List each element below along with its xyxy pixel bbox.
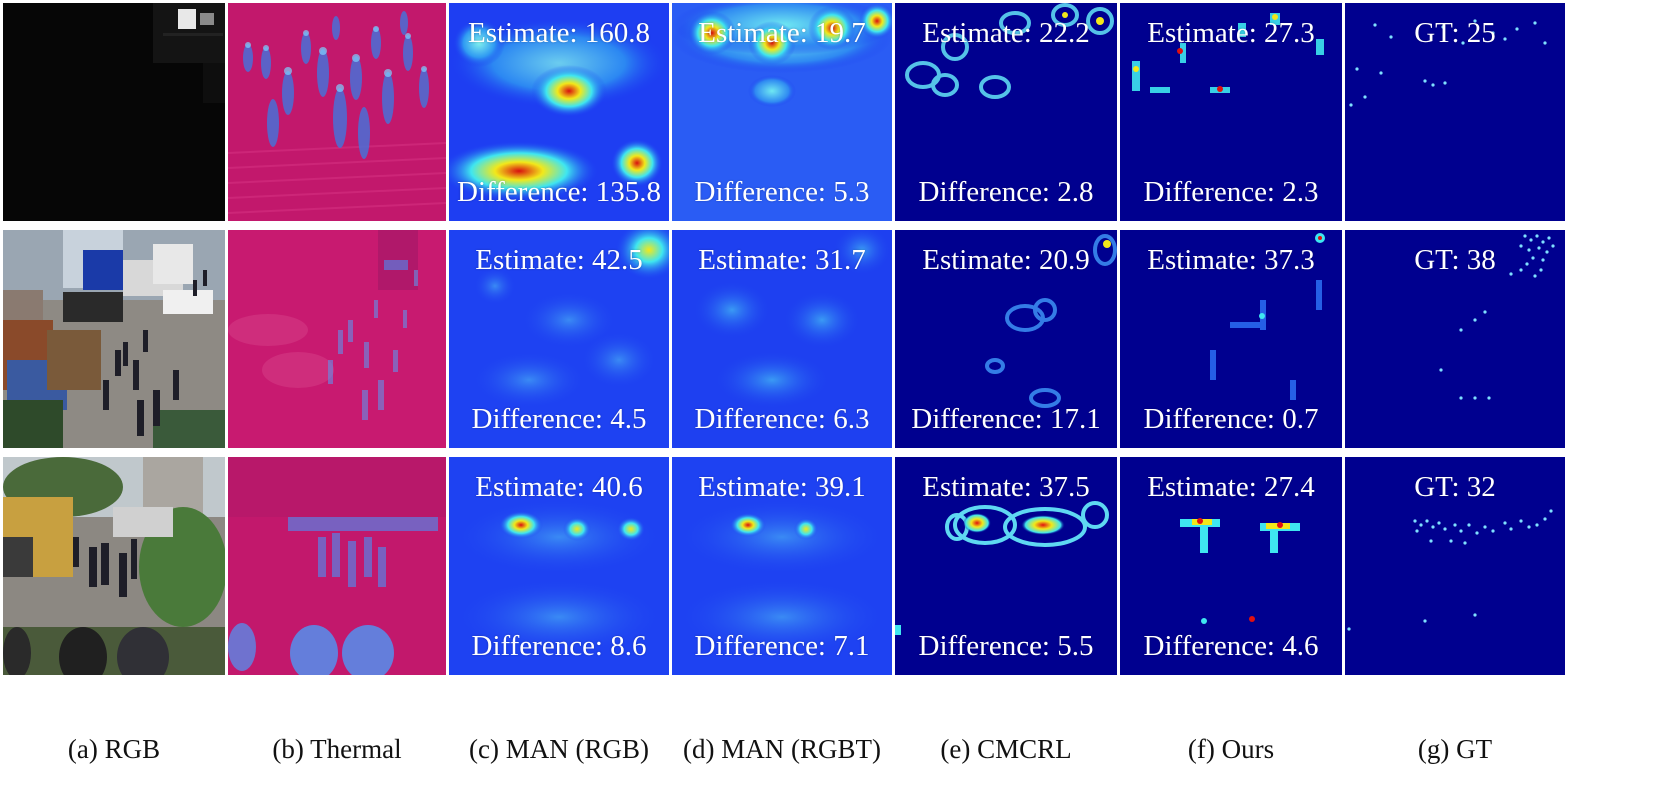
thermal-image-row1	[228, 3, 446, 221]
caption-rgb: (a) RGB	[67, 734, 161, 764]
difference-label: Difference: 4.6	[1143, 630, 1319, 662]
estimate-label: Estimate: 19.7	[698, 17, 866, 49]
man-rgb-map-row2: Estimate: 42.5 Difference: 4.5	[449, 230, 669, 448]
estimate-label: Estimate: 27.3	[1147, 17, 1315, 49]
difference-label: Difference: 5.5	[918, 630, 1094, 662]
estimate-label: Estimate: 42.5	[475, 244, 643, 276]
gt-map-row1: GT: 25	[1345, 3, 1565, 221]
estimate-label: Estimate: 37.3	[1147, 244, 1315, 276]
estimate-label: Estimate: 20.9	[922, 244, 1090, 276]
man-rgb-map-row3: Estimate: 40.6 Difference: 8.6	[449, 457, 669, 675]
ours-map-row1: Estimate: 27.3 Difference: 2.3	[1120, 3, 1342, 221]
caption-thermal: (b) Thermal	[272, 734, 402, 764]
caption-man-rgbt: (d) MAN (RGBT)	[683, 734, 881, 764]
estimate-label: Estimate: 37.5	[922, 471, 1090, 503]
caption-cmcrl: (e) CMCRL	[940, 734, 1072, 764]
difference-label: Difference: 8.6	[471, 630, 647, 662]
thermal-image-row3	[228, 457, 446, 675]
estimate-label: Estimate: 22.2	[922, 17, 1090, 49]
man-rgb-map-row1: Estimate: 160.8 Difference: 135.8	[449, 3, 669, 221]
ours-map-row2: Estimate: 37.3 Difference: 0.7	[1120, 230, 1342, 448]
thermal-image-row2	[228, 230, 446, 448]
gt-map-row2: GT: 38	[1345, 230, 1565, 448]
estimate-label: Estimate: 31.7	[698, 244, 866, 276]
difference-label: Difference: 4.5	[471, 403, 647, 435]
gt-count-label: GT: 38	[1414, 244, 1496, 276]
difference-label: Difference: 135.8	[457, 176, 661, 208]
difference-label: Difference: 2.3	[1143, 176, 1319, 208]
difference-label: Difference: 5.3	[694, 176, 870, 208]
man-rgbt-map-row2: Estimate: 31.7 Difference: 6.3	[672, 230, 892, 448]
difference-label: Difference: 7.1	[694, 630, 870, 662]
difference-label: Difference: 6.3	[694, 403, 870, 435]
caption-man-rgb: (c) MAN (RGB)	[469, 734, 649, 764]
difference-label: Difference: 17.1	[911, 403, 1101, 435]
estimate-label: Estimate: 27.4	[1147, 471, 1315, 503]
caption-ours: (f) Ours	[1187, 734, 1275, 764]
ours-map-row3: Estimate: 27.4 Difference: 4.6	[1120, 457, 1342, 675]
gt-map-row3: GT: 32	[1345, 457, 1565, 675]
man-rgbt-map-row1: Estimate: 19.7 Difference: 5.3	[672, 3, 892, 221]
gt-count-label: GT: 25	[1414, 17, 1496, 49]
estimate-label: Estimate: 160.8	[467, 17, 651, 49]
gt-count-label: GT: 32	[1414, 471, 1496, 503]
rgb-image-row3	[3, 457, 225, 675]
caption-gt: (g) GT	[1417, 734, 1493, 764]
difference-label: Difference: 0.7	[1143, 403, 1319, 435]
difference-label: Difference: 2.8	[918, 176, 1094, 208]
cmcrl-map-row2: Estimate: 20.9 Difference: 17.1	[895, 230, 1117, 448]
cmcrl-map-row3: Estimate: 37.5 Difference: 5.5	[895, 457, 1117, 675]
estimate-label: Estimate: 39.1	[698, 471, 866, 503]
rgb-image-row2	[3, 230, 225, 448]
estimate-label: Estimate: 40.6	[475, 471, 643, 503]
rgb-image-row1	[3, 3, 225, 221]
cmcrl-map-row1: Estimate: 22.2 Difference: 2.8	[895, 3, 1117, 221]
man-rgbt-map-row3: Estimate: 39.1 Difference: 7.1	[672, 457, 892, 675]
